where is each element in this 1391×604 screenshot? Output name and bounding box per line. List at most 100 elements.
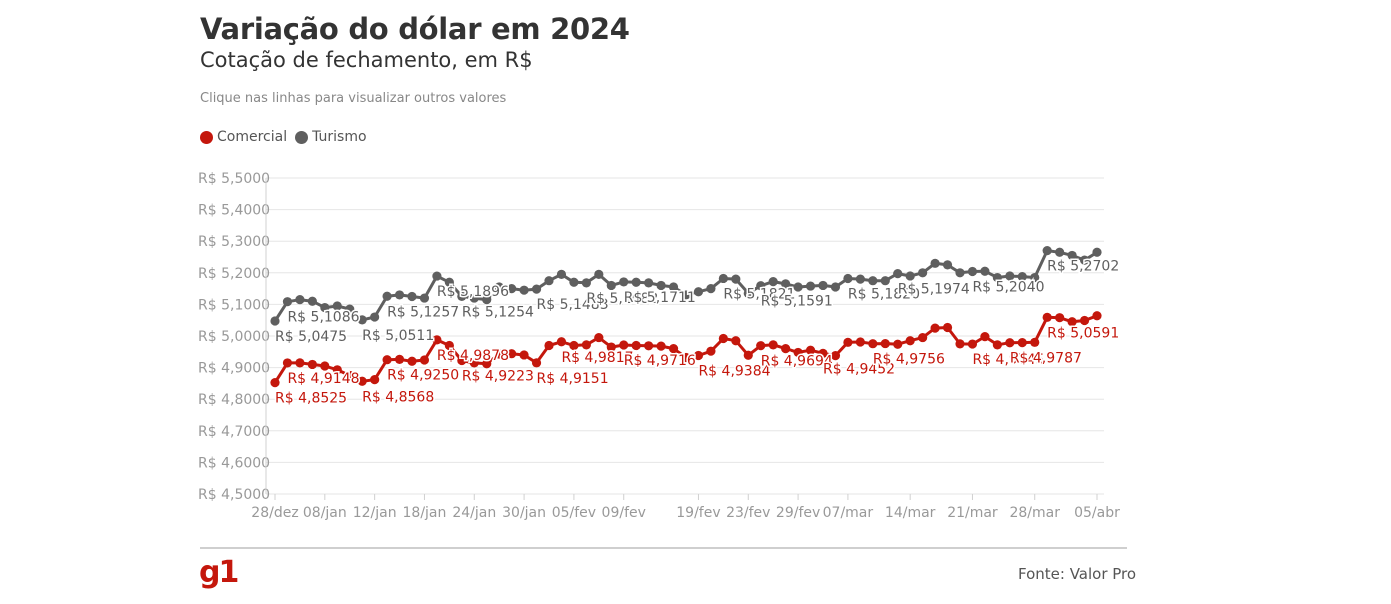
point-turismo[interactable]	[1030, 272, 1040, 283]
point-comercial[interactable]	[569, 340, 579, 351]
point-turismo[interactable]	[644, 278, 654, 288]
point-turismo[interactable]	[942, 260, 953, 270]
point-turismo[interactable]	[631, 277, 641, 287]
point-turismo[interactable]	[606, 280, 616, 291]
point-comercial[interactable]	[419, 355, 430, 365]
point-turismo[interactable]	[1092, 247, 1102, 257]
point-comercial[interactable]	[681, 352, 691, 363]
point-turismo[interactable]	[1055, 247, 1065, 257]
point-turismo[interactable]	[569, 277, 579, 287]
point-turismo[interactable]	[519, 285, 529, 295]
point-turismo[interactable]	[332, 301, 342, 311]
point-turismo[interactable]	[619, 277, 629, 287]
point-comercial[interactable]	[731, 336, 741, 346]
point-turismo[interactable]	[357, 315, 367, 325]
point-comercial[interactable]	[307, 359, 317, 370]
point-turismo[interactable]	[394, 290, 405, 300]
point-turismo[interactable]	[295, 295, 305, 305]
point-comercial[interactable]	[718, 333, 728, 344]
point-comercial[interactable]	[793, 347, 803, 358]
point-turismo[interactable]	[432, 271, 442, 281]
point-comercial[interactable]	[706, 346, 716, 356]
point-comercial[interactable]	[631, 340, 641, 351]
point-turismo[interactable]	[967, 266, 978, 277]
point-turismo[interactable]	[482, 295, 492, 305]
point-turismo[interactable]	[444, 277, 454, 287]
point-turismo[interactable]	[531, 284, 542, 294]
point-comercial[interactable]	[282, 358, 293, 368]
point-turismo[interactable]	[868, 276, 878, 286]
point-comercial[interactable]	[868, 339, 878, 349]
point-comercial[interactable]	[469, 358, 479, 368]
point-turismo[interactable]	[282, 297, 293, 307]
point-comercial[interactable]	[1042, 312, 1052, 322]
point-comercial[interactable]	[606, 342, 616, 352]
point-turismo[interactable]	[494, 282, 504, 292]
point-comercial[interactable]	[345, 370, 355, 381]
point-turismo[interactable]	[1042, 246, 1052, 256]
point-comercial[interactable]	[482, 359, 492, 369]
point-comercial[interactable]	[656, 341, 666, 351]
point-comercial[interactable]	[494, 349, 504, 359]
point-comercial[interactable]	[332, 365, 342, 375]
point-turismo[interactable]	[756, 281, 766, 291]
point-comercial[interactable]	[1079, 315, 1090, 326]
point-comercial[interactable]	[295, 358, 305, 368]
point-comercial[interactable]	[855, 337, 865, 347]
point-comercial[interactable]	[1055, 313, 1065, 323]
point-comercial[interactable]	[1067, 317, 1077, 327]
point-turismo[interactable]	[370, 312, 380, 322]
point-comercial[interactable]	[693, 350, 704, 361]
point-comercial[interactable]	[382, 355, 392, 365]
point-turismo[interactable]	[594, 269, 604, 279]
point-turismo[interactable]	[307, 296, 317, 306]
point-comercial[interactable]	[880, 338, 890, 349]
point-comercial[interactable]	[394, 354, 405, 364]
point-turismo[interactable]	[905, 271, 915, 281]
point-turismo[interactable]	[668, 282, 679, 292]
point-turismo[interactable]	[893, 269, 903, 279]
point-comercial[interactable]	[743, 350, 753, 360]
point-comercial[interactable]	[967, 339, 978, 349]
point-comercial[interactable]	[556, 337, 567, 347]
point-turismo[interactable]	[1067, 250, 1077, 261]
point-turismo[interactable]	[918, 268, 928, 278]
point-comercial[interactable]	[768, 340, 778, 350]
point-comercial[interactable]	[644, 341, 654, 351]
point-comercial[interactable]	[942, 322, 953, 333]
point-comercial[interactable]	[1092, 311, 1102, 321]
point-turismo[interactable]	[930, 258, 940, 268]
point-turismo[interactable]	[407, 291, 417, 302]
point-comercial[interactable]	[668, 344, 679, 354]
point-turismo[interactable]	[1017, 271, 1027, 282]
point-turismo[interactable]	[382, 291, 392, 301]
point-comercial[interactable]	[930, 323, 940, 333]
point-comercial[interactable]	[432, 335, 442, 345]
point-turismo[interactable]	[718, 273, 728, 284]
point-turismo[interactable]	[880, 276, 890, 286]
point-comercial[interactable]	[519, 350, 529, 360]
point-comercial[interactable]	[1030, 337, 1040, 347]
point-turismo[interactable]	[1005, 271, 1015, 281]
point-turismo[interactable]	[1079, 255, 1090, 265]
point-turismo[interactable]	[743, 288, 753, 298]
point-comercial[interactable]	[407, 356, 417, 366]
point-turismo[interactable]	[706, 284, 716, 294]
point-turismo[interactable]	[992, 272, 1002, 283]
point-comercial[interactable]	[1005, 338, 1015, 348]
point-turismo[interactable]	[419, 293, 430, 303]
point-turismo[interactable]	[805, 281, 816, 291]
point-turismo[interactable]	[581, 278, 591, 288]
point-comercial[interactable]	[320, 361, 330, 371]
point-comercial[interactable]	[357, 376, 367, 386]
point-comercial[interactable]	[830, 350, 841, 361]
point-comercial[interactable]	[444, 340, 454, 351]
point-comercial[interactable]	[805, 345, 816, 355]
point-comercial[interactable]	[594, 332, 604, 343]
point-turismo[interactable]	[457, 291, 467, 301]
point-comercial[interactable]	[818, 348, 828, 358]
legend-item-comercial[interactable]: Comercial	[200, 129, 287, 145]
point-turismo[interactable]	[544, 276, 554, 286]
point-turismo[interactable]	[681, 290, 691, 300]
point-turismo[interactable]	[793, 282, 803, 292]
